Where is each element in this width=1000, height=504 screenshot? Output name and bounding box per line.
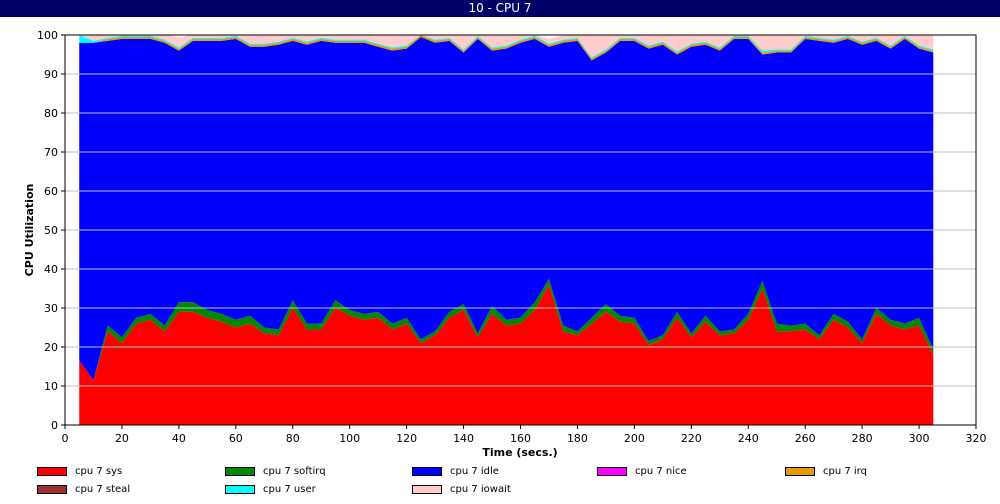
window-title: 10 - CPU 7 (0, 0, 1000, 17)
legend-label: cpu 7 iowait (450, 484, 511, 495)
x-tick-label: 320 (966, 432, 987, 445)
x-tick-label: 260 (795, 432, 816, 445)
y-tick-label: 100 (37, 29, 58, 42)
y-tick-label: 20 (44, 341, 58, 354)
y-tick-label: 80 (44, 107, 58, 120)
y-axis: 0 10 20 30 40 50 60 70 80 90 100 (37, 29, 65, 432)
x-tick-label: 180 (567, 432, 588, 445)
legend-label: cpu 7 nice (635, 466, 687, 477)
y-axis-title: CPU Utilization (23, 184, 36, 277)
x-tick-label: 300 (909, 432, 930, 445)
grid-lines (65, 73, 976, 387)
legend-swatch (37, 467, 67, 476)
legend-swatch (597, 467, 627, 476)
x-tick-label: 40 (172, 432, 186, 445)
area-series-cpu-7-sys (79, 284, 934, 425)
legend-swatch (412, 485, 442, 494)
area-series-cpu-7-softirq (79, 278, 934, 381)
area-series-cpu-7-iowait (79, 35, 934, 58)
y-tick-label: 60 (44, 185, 58, 198)
legend-swatch (785, 467, 815, 476)
x-axis-title: Time (secs.) (482, 446, 557, 459)
legend-swatch (225, 485, 255, 494)
x-tick-label: 280 (852, 432, 873, 445)
legend-swatch (37, 485, 67, 494)
legend-label: cpu 7 softirq (263, 466, 326, 477)
x-tick-label: 200 (624, 432, 645, 445)
area-series-cpu-7-idle (79, 36, 934, 381)
y-tick-label: 0 (51, 419, 58, 432)
legend-label: cpu 7 irq (823, 466, 867, 477)
legend-label: cpu 7 idle (450, 466, 499, 477)
x-tick-label: 220 (681, 432, 702, 445)
area-series-cpu-7-irq (79, 35, 934, 61)
x-tick-label: 100 (339, 432, 360, 445)
y-tick-label: 10 (44, 380, 58, 393)
cpu-utilization-chart: 0 10 20 30 40 50 60 70 80 90 100 0 20 40 60 80 100 120 14… (0, 17, 1000, 463)
x-tick-label: 80 (286, 432, 300, 445)
y-tick-label: 50 (44, 224, 58, 237)
y-tick-label: 70 (44, 146, 58, 159)
legend-swatch (412, 467, 442, 476)
legend-label: cpu 7 user (263, 484, 316, 495)
y-tick-label: 90 (44, 68, 58, 81)
x-tick-label: 60 (229, 432, 243, 445)
legend-label: cpu 7 sys (75, 466, 123, 477)
y-tick-label: 40 (44, 263, 58, 276)
x-tick-label: 160 (510, 432, 531, 445)
x-tick-label: 240 (738, 432, 759, 445)
y-tick-label: 30 (44, 302, 58, 315)
legend-swatch (225, 467, 255, 476)
x-tick-label: 20 (115, 432, 129, 445)
x-tick-label: 140 (453, 432, 474, 445)
x-tick-label: 120 (396, 432, 417, 445)
chart-legend: cpu 7 sys cpu 7 softirq cpu 7 idle cpu 7 ni… (0, 463, 1000, 503)
area-series-group (79, 35, 934, 425)
x-axis: 0 20 40 60 80 100 120 140 160 180 200 220 240 260 280 3… (62, 425, 987, 445)
x-tick-label: 0 (62, 432, 69, 445)
area-series-cpu-7-user (79, 35, 934, 59)
legend-label: cpu 7 steal (75, 484, 131, 495)
